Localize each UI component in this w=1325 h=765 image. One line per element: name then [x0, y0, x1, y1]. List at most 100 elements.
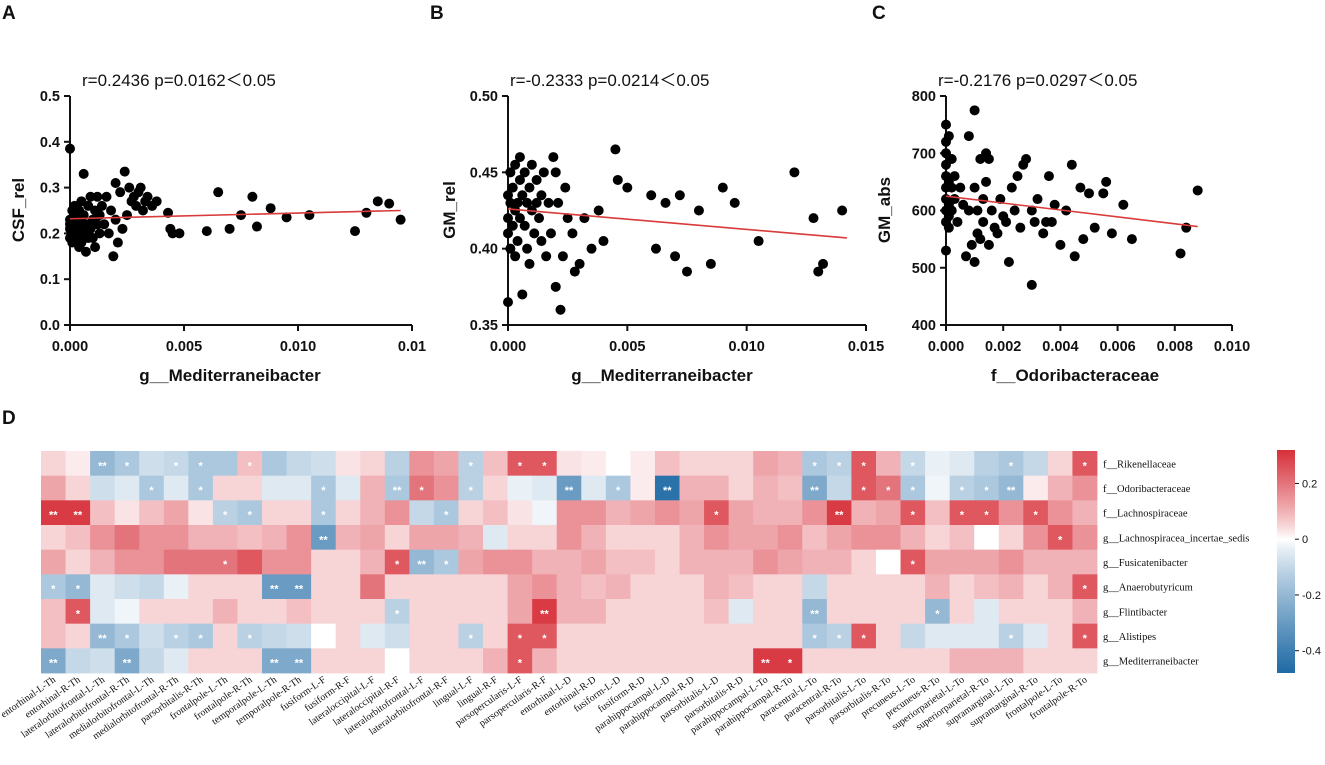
heatmap-cell: [114, 549, 140, 575]
heatmap-row-label: g__Lachnospiracea_incertae_sedis: [1103, 533, 1249, 544]
scatter-point: [983, 239, 994, 250]
heatmap-cell: [704, 648, 730, 674]
scatter-point: [517, 289, 528, 300]
significance-mark: *: [223, 510, 228, 522]
significance-mark: *: [862, 460, 867, 472]
heatmap-cell: [556, 623, 582, 649]
heatmap-cell: [532, 475, 558, 501]
heatmap-cell: [532, 549, 558, 575]
heatmap-cell: [802, 623, 828, 649]
panel-b-annotation: r=-0.2333 p=0.0214＜0.05: [510, 71, 709, 90]
heatmap-cell: [925, 648, 951, 674]
heatmap-cell: [802, 549, 828, 575]
scatter-point: [526, 159, 537, 170]
scatter-point: [789, 167, 800, 178]
y-tick-label: 0.40: [470, 242, 498, 258]
heatmap-cell: [826, 475, 852, 501]
x-tick-label: 0.006: [1099, 339, 1135, 355]
significance-mark: *: [518, 658, 523, 670]
heatmap-cell: [974, 451, 1000, 477]
heatmap-cell: [704, 475, 730, 501]
heatmap-cell: [311, 623, 337, 649]
scatter-point: [151, 196, 162, 207]
colorbar-tick-label: -0.4: [1302, 646, 1321, 658]
heatmap-cell: [654, 475, 680, 501]
significance-mark: **: [761, 658, 770, 670]
heatmap-cell: [949, 525, 975, 551]
scatter-panel-a: r=0.2436 p=0.0162＜0.05 CSF_rel g__Medite…: [9, 71, 426, 385]
scatter-point: [978, 194, 989, 205]
scatter-point: [972, 205, 983, 216]
scatter-point: [949, 194, 960, 205]
heatmap-cell: [114, 574, 140, 600]
scatter-point: [753, 236, 764, 247]
panel-c-ylabel: GM_abs: [875, 177, 894, 243]
heatmap-cell: [728, 599, 754, 625]
significance-mark: *: [174, 460, 179, 472]
scatter-point: [966, 239, 977, 250]
heatmap-cell: [311, 549, 337, 575]
heatmap-cell: [728, 574, 754, 600]
significance-mark: **: [810, 608, 819, 620]
scatter-point: [174, 228, 185, 239]
significance-mark: *: [1009, 460, 1014, 472]
heatmap-cell: [679, 549, 705, 575]
scatter-point: [952, 216, 963, 227]
heatmap-cell: [188, 549, 214, 575]
significance-mark: *: [51, 584, 56, 596]
scatter-point: [567, 228, 578, 239]
heatmap-cell: [581, 500, 607, 526]
significance-mark: **: [74, 510, 83, 522]
heatmap-cell: [483, 549, 509, 575]
heatmap-cell: [679, 475, 705, 501]
scatter-point: [808, 213, 819, 224]
heatmap-cell: [433, 549, 459, 575]
heatmap-cell: [532, 525, 558, 551]
heatmap-cell: [728, 648, 754, 674]
significance-mark: **: [270, 658, 279, 670]
significance-mark: *: [714, 510, 719, 522]
heatmap-row-label: f__Lachnospiraceae: [1103, 509, 1188, 520]
scatter-point: [110, 178, 121, 189]
heatmap-cell: [286, 599, 312, 625]
significance-mark: *: [248, 460, 253, 472]
heatmap-cell: [90, 574, 116, 600]
heatmap-cell: [998, 574, 1024, 600]
heatmap-cell: [262, 451, 287, 477]
heatmap-cell: [753, 648, 779, 674]
heatmap-row-label: f__Odoribacteraceae: [1103, 484, 1191, 495]
heatmap-cell: [654, 549, 680, 575]
significance-mark: **: [835, 510, 844, 522]
y-tick-label: 0.4: [40, 135, 60, 151]
heatmap-cell: [262, 475, 287, 501]
significance-mark: **: [810, 485, 819, 497]
heatmap-cell: [556, 648, 582, 674]
heatmap-cell: [507, 574, 533, 600]
heatmap-cell: [41, 648, 66, 674]
scatter-point: [1043, 171, 1054, 182]
scatter-point: [510, 159, 521, 170]
scatter-point: [1069, 251, 1080, 262]
y-tick-label: 500: [912, 261, 936, 277]
significance-mark: *: [420, 485, 425, 497]
colorbar-gradient: [1277, 450, 1295, 673]
heatmap-cell: [384, 574, 410, 600]
significance-mark: *: [395, 559, 400, 571]
heatmap-cell: [237, 525, 263, 551]
heatmap-cell: [507, 500, 533, 526]
heatmap-cell: [360, 623, 386, 649]
heatmap-cell: [728, 451, 754, 477]
heatmap-cell: [1072, 648, 1098, 674]
x-tick-label: 0.002: [985, 339, 1021, 355]
scatter-point: [281, 212, 292, 223]
heatmap-cell: [360, 500, 386, 526]
significance-mark: *: [518, 460, 523, 472]
scatter-panel-b: r=-0.2333 p=0.0214＜0.05 GM_rel g__Medite…: [440, 71, 884, 385]
panel-c-annotation: r=-0.2176 p=0.0297＜0.05: [938, 71, 1137, 90]
heatmap-cell: [212, 500, 238, 526]
heatmap-cell: [188, 525, 214, 551]
heatmap-cell: [875, 451, 901, 477]
y-tick-label: 0.0: [40, 318, 60, 334]
heatmap-cell: [605, 525, 631, 551]
significance-mark: **: [417, 559, 426, 571]
